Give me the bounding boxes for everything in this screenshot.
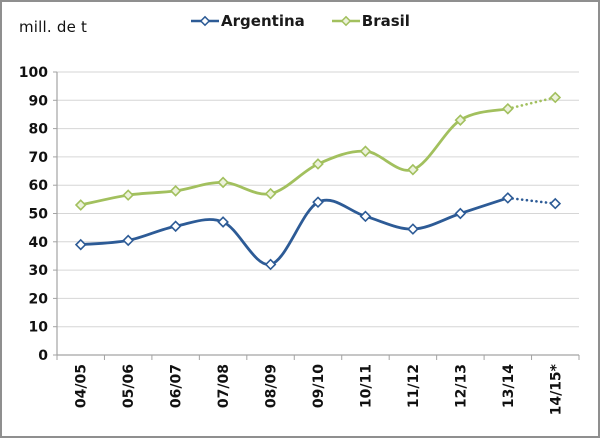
data-point-marker-brasil [122,189,135,201]
y-axis-tick-label: 10 [29,320,49,336]
y-axis-tick-label: 60 [29,178,49,194]
data-point-marker-brasil [501,102,514,115]
series-projection-dotted-brasil [506,96,557,111]
data-point-marker-argentina [312,196,324,209]
y-axis-tick-label: 50 [29,207,49,223]
data-point-marker-brasil [359,145,372,158]
data-point-marker-argentina [264,258,277,271]
unit-label: mill. de t [19,18,88,36]
series-projection-dotted-argentina [506,196,557,205]
y-axis-tick-label: 30 [29,263,49,279]
x-axis-tick-label: 07/08 [216,364,232,408]
data-point-marker-brasil [169,185,182,197]
data-point-marker-argentina [169,220,182,233]
data-point-marker-argentina [407,223,419,235]
y-axis-tick-label: 20 [29,291,49,307]
y-axis-tick-label: 100 [19,65,48,81]
data-point-marker-brasil [454,114,467,126]
data-point-marker-argentina [74,238,87,251]
x-axis-tick-label: 04/05 [74,364,90,408]
x-axis-tick-label: 13/14 [501,364,517,408]
data-point-marker-argentina [359,210,372,223]
data-point-marker-brasil [217,176,229,189]
x-axis-tick-label: 12/13 [453,364,469,408]
x-axis-tick-label: 10/11 [358,364,374,408]
data-point-marker-brasil [407,163,419,176]
data-point-marker-argentina [549,197,562,210]
data-point-marker-brasil [264,187,277,200]
x-axis-tick-label: 11/12 [406,364,422,408]
series-line-argentina [80,196,509,266]
data-point-marker-argentina [501,192,514,204]
data-point-marker-brasil [74,199,87,211]
data-point-marker-brasil [312,158,324,170]
y-axis-tick-label: 70 [29,150,49,166]
y-axis-tick-label: 40 [29,235,49,251]
x-axis-tick-label: 05/06 [121,364,137,408]
data-point-marker-brasil [549,91,562,104]
data-point-marker-argentina [217,216,229,228]
series-line-brasil [80,107,509,207]
y-axis-tick-label: 0 [38,348,48,364]
y-axis-tick-label: 80 [29,122,49,138]
x-axis-tick-label: 09/10 [311,364,327,408]
x-axis-tick-label: 08/09 [264,364,280,408]
x-axis-tick-label: 06/07 [169,364,185,408]
data-point-marker-argentina [454,207,467,220]
x-axis-tick-label: 14/15* [548,363,564,415]
data-point-marker-argentina [122,234,135,247]
y-axis-tick-label: 90 [29,93,49,109]
